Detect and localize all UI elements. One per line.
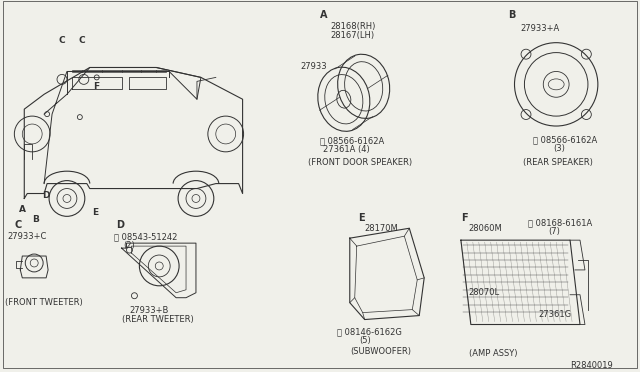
Text: D: D [42, 190, 50, 199]
Text: E: E [92, 208, 98, 217]
Text: (FRONT DOOR SPEAKER): (FRONT DOOR SPEAKER) [308, 158, 412, 167]
Text: Ⓑ 08146-6162G: Ⓑ 08146-6162G [337, 327, 402, 337]
Text: Ⓢ 08566-6162A: Ⓢ 08566-6162A [533, 135, 598, 144]
Text: (2): (2) [124, 241, 135, 250]
Text: 27933+C: 27933+C [8, 232, 47, 241]
Text: Ⓢ 08543-51242: Ⓢ 08543-51242 [113, 232, 177, 241]
Text: R2840019: R2840019 [570, 361, 613, 370]
Text: (3): (3) [553, 144, 565, 153]
Text: 27361G: 27361G [538, 310, 572, 319]
Text: B: B [32, 215, 39, 224]
Text: A: A [19, 205, 26, 214]
Text: A: A [320, 10, 328, 20]
Text: (AMP ASSY): (AMP ASSY) [469, 349, 517, 358]
Text: (5): (5) [360, 336, 371, 346]
Text: (FRONT TWEETER): (FRONT TWEETER) [5, 298, 83, 307]
Text: B: B [509, 10, 516, 20]
Text: C: C [58, 36, 65, 45]
Text: 27361A (4): 27361A (4) [323, 145, 370, 154]
Text: (7): (7) [548, 227, 560, 236]
Text: 28167(LH): 28167(LH) [330, 31, 374, 40]
Text: C: C [14, 220, 22, 230]
Text: D: D [116, 220, 125, 230]
Text: (REAR TWEETER): (REAR TWEETER) [122, 315, 193, 324]
Text: Ⓢ 08566-6162A: Ⓢ 08566-6162A [320, 136, 384, 145]
Text: F: F [93, 82, 99, 92]
Text: 27933: 27933 [300, 61, 327, 71]
Text: 27933+B: 27933+B [129, 306, 169, 315]
Text: (SUBWOOFER): (SUBWOOFER) [350, 347, 411, 356]
Text: C: C [79, 36, 86, 45]
Text: 28168(RH): 28168(RH) [330, 22, 375, 31]
Text: Ⓢ 08168-6161A: Ⓢ 08168-6161A [529, 218, 593, 227]
Text: 28170M: 28170M [365, 224, 399, 233]
Text: 28070L: 28070L [469, 288, 500, 297]
Text: 28060M: 28060M [469, 224, 502, 233]
Text: E: E [358, 214, 364, 223]
Text: F: F [461, 214, 468, 223]
Text: (REAR SPEAKER): (REAR SPEAKER) [524, 158, 593, 167]
Text: 27933+A: 27933+A [520, 24, 560, 33]
